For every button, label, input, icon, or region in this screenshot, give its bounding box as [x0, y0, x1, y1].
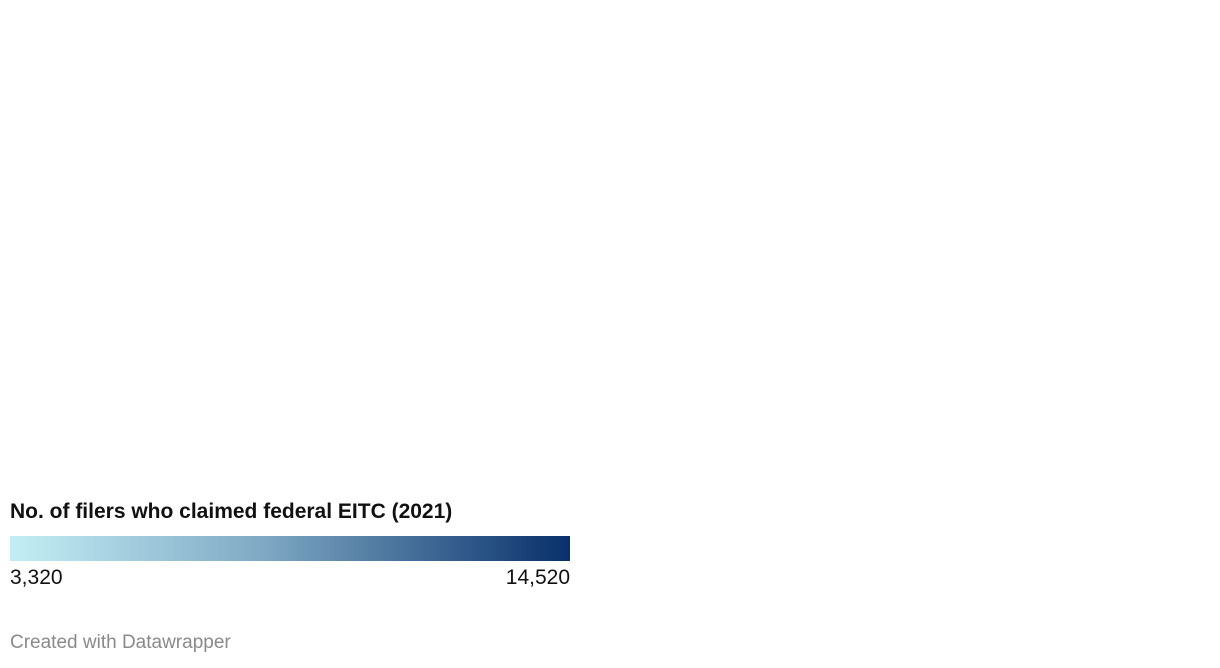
- datawrapper-credit: Created with Datawrapper: [10, 632, 231, 653]
- legend-color-gradient: [10, 536, 570, 561]
- north-carolina-county-map: [0, 0, 1220, 500]
- state-border: [9, 9, 1201, 471]
- legend-title: No. of filers who claimed federal EITC (…: [10, 500, 453, 523]
- legend-min-label: 3,320: [10, 566, 63, 589]
- legend-max-label: 14,520: [505, 566, 570, 589]
